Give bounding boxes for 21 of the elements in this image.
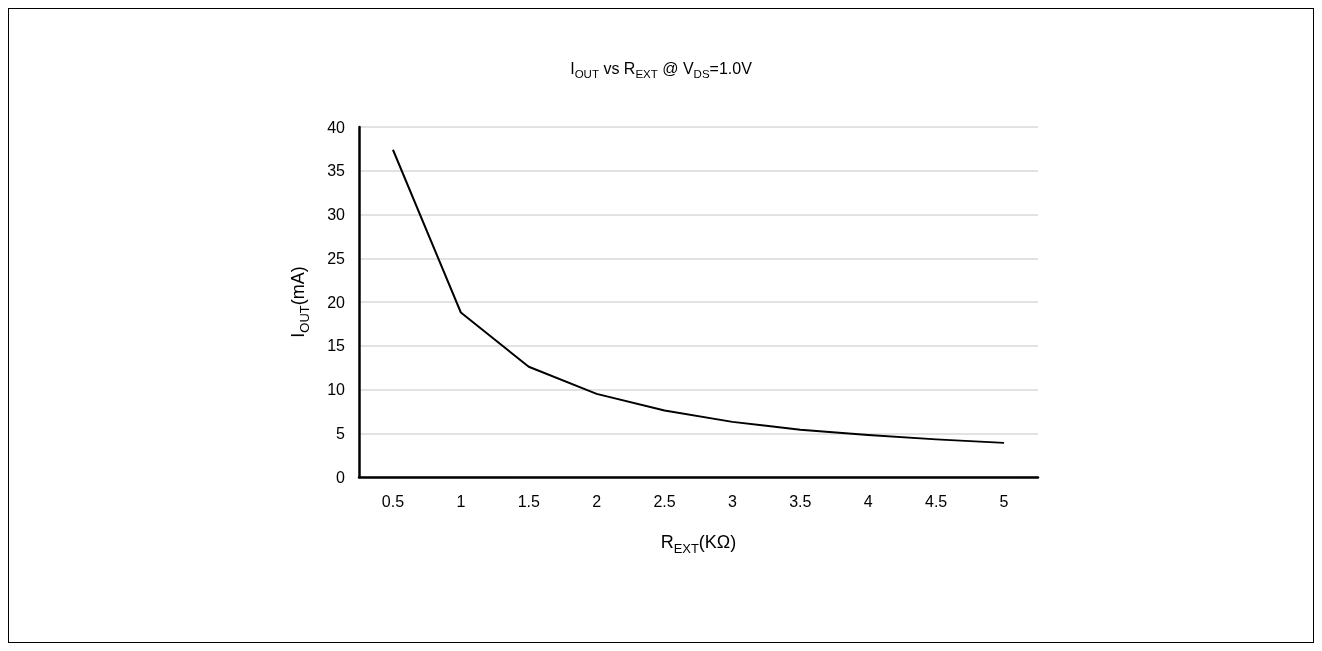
y-tick-label: 20 bbox=[327, 293, 346, 311]
y-tick-label: 15 bbox=[327, 337, 346, 355]
x-tick-label: 2.5 bbox=[653, 492, 676, 510]
x-tick-label: 5 bbox=[999, 492, 1009, 510]
y-tick-label: 5 bbox=[336, 424, 346, 442]
y-axis-title: IOUT(mA) bbox=[288, 266, 312, 338]
y-tick-label: 30 bbox=[327, 206, 346, 223]
y-tick-label: 10 bbox=[327, 381, 346, 398]
x-tick-label: 1.5 bbox=[517, 492, 540, 510]
x-tick-label: 4.5 bbox=[925, 492, 948, 510]
x-tick-label: 1 bbox=[456, 492, 466, 510]
y-tick-label: 0 bbox=[336, 468, 346, 486]
x-tick-label: 2 bbox=[592, 492, 602, 510]
x-tick-label: 4 bbox=[863, 492, 873, 510]
x-tick-label: 3.5 bbox=[789, 492, 812, 510]
line-series bbox=[391, 148, 1006, 444]
x-tick-label: 3 bbox=[728, 492, 737, 510]
y-tick-label: 40 bbox=[327, 118, 346, 136]
x-tick-label: 0.5 bbox=[381, 492, 405, 510]
y-tick-label: 25 bbox=[327, 249, 346, 267]
y-tick-label: 35 bbox=[327, 162, 346, 180]
